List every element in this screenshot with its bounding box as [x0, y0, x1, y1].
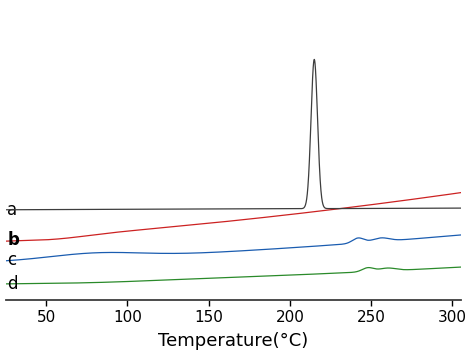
Text: d: d: [7, 276, 18, 293]
Text: b: b: [7, 231, 19, 250]
X-axis label: Temperature(°C): Temperature(°C): [158, 333, 308, 350]
Text: c: c: [7, 251, 16, 269]
Text: a: a: [7, 201, 18, 219]
